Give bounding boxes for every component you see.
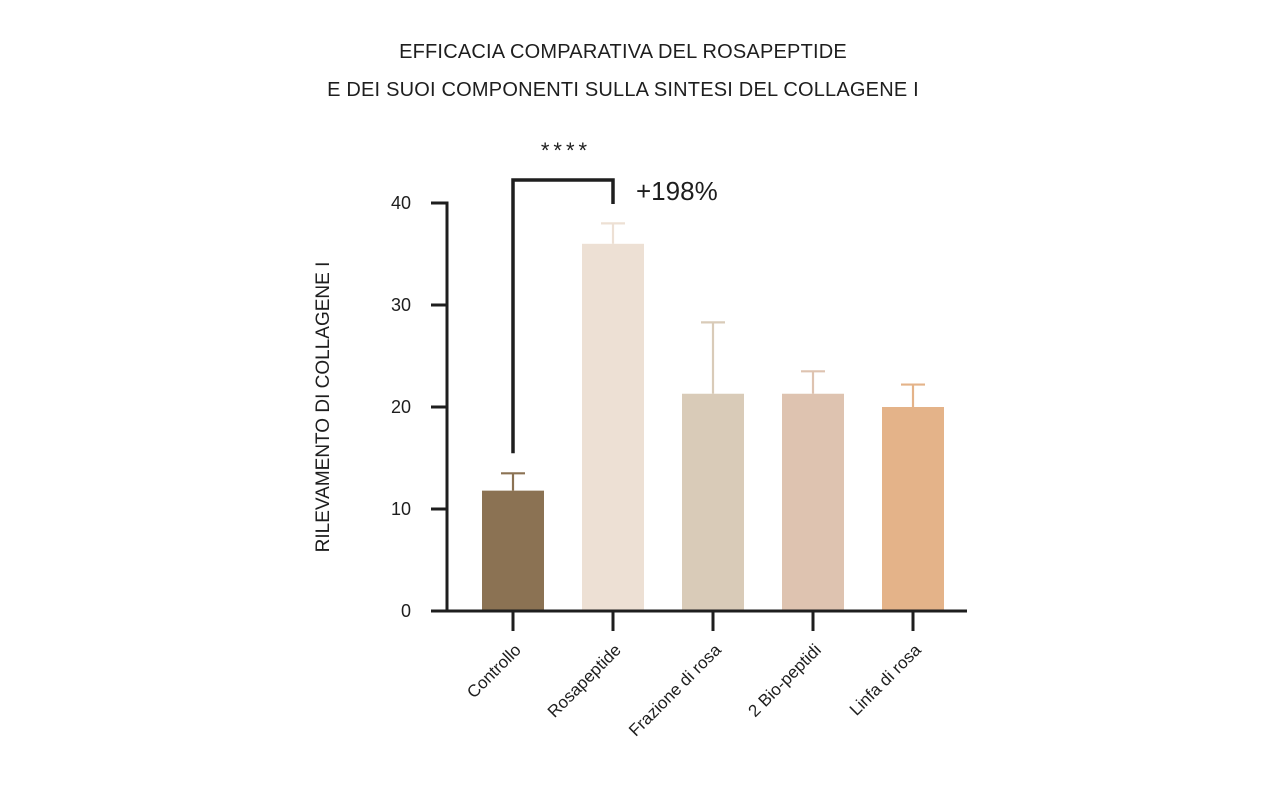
y-tick-label: 20	[391, 397, 411, 417]
significance-stars: ****	[541, 138, 591, 163]
x-tick-label: Frazione di rosa	[625, 640, 725, 740]
bar-frazione-di-rosa	[682, 393, 744, 611]
error-bars-layer	[501, 222, 925, 491]
chart-title-line-1: EFFICACIA COMPARATIVA DEL ROSAPEPTIDE	[399, 41, 847, 63]
bar-2-bio-peptidi	[782, 393, 844, 611]
x-tick-label: Linfa di rosa	[846, 640, 925, 719]
significance-bracket	[511, 178, 615, 454]
bars-layer	[482, 243, 944, 612]
x-tick-label: Rosapeptide	[544, 640, 625, 721]
bar-controllo	[482, 490, 544, 611]
y-tick-label: 10	[391, 499, 411, 519]
y-axis-label: RILEVAMENTO DI COLLAGENE I	[313, 262, 334, 553]
percent-change-label: +198%	[636, 176, 718, 206]
x-tick-label: 2 Bio-peptidi	[745, 640, 825, 720]
chart-title-line-2: E DEI SUOI COMPONENTI SULLA SINTESI DEL …	[327, 79, 919, 101]
y-tick-label: 0	[401, 601, 411, 621]
bar-linfa-di-rosa	[882, 407, 944, 611]
annotation-layer: **** +198%	[511, 138, 718, 454]
bar-rosapeptide	[582, 243, 644, 612]
y-tick-label: 40	[391, 193, 411, 213]
y-tick-label: 30	[391, 295, 411, 315]
x-tick-label: Controllo	[463, 640, 525, 702]
